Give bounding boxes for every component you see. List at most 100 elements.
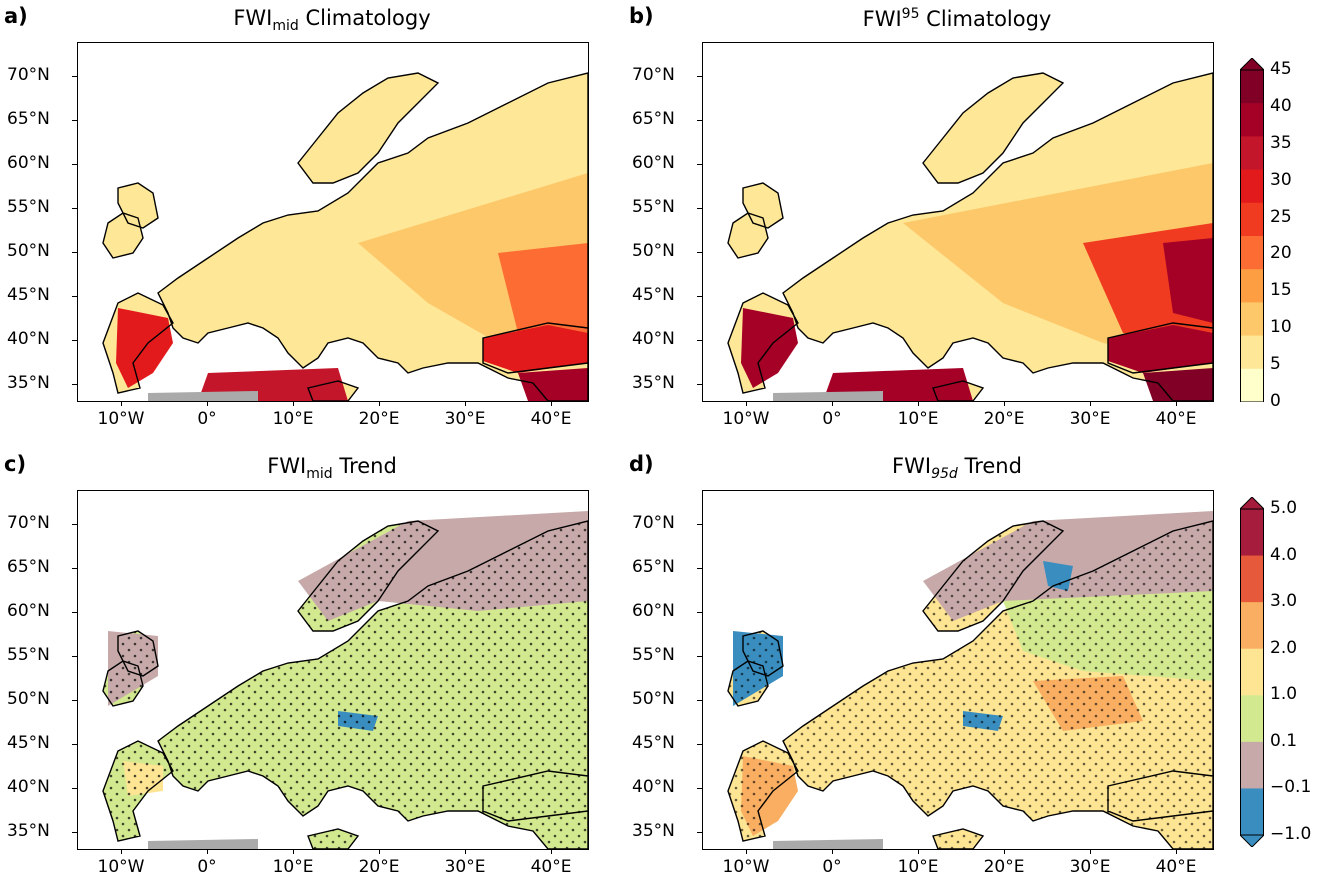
colorbar-tick-label: −1.0 [1270,824,1312,844]
map-panel-c [77,490,589,850]
map-svg-b [727,72,1213,401]
map-panel-d [702,490,1214,850]
lat-tick-label-b: 50°N [632,241,675,261]
lat-tick-label-d: 50°N [632,689,675,709]
lat-tick-label-d: 40°N [632,777,675,797]
region-east-high-a [498,243,588,343]
lon-tick-mark-a [293,401,294,406]
panel-b-title-rest: Climatology [919,7,1052,31]
lon-tick-mark-c [121,849,122,854]
lat-tick-mark-d [697,700,702,701]
lat-tick-mark-c [72,832,77,833]
lat-tick-label-a: 35°N [7,373,50,393]
lat-tick-mark-a [72,340,77,341]
lat-tick-label-a: 50°N [7,241,50,261]
panel-d-title-sub: 95d [931,466,958,483]
lat-tick-mark-c [72,700,77,701]
lat-tick-label-c: 70°N [7,513,50,533]
lat-tick-mark-a [72,208,77,209]
lon-tick-mark-b [746,401,747,406]
region-anatolia-a [483,325,588,373]
map-svg-c [102,511,588,849]
lon-tick-mark-c [207,849,208,854]
colorbar-swatch [1240,648,1264,696]
lat-tick-label-a: 45°N [7,285,50,305]
panel-b-letter: b) [629,4,654,28]
lon-tick-mark-b [1090,401,1091,406]
panel-c-title-main: FWI [267,454,307,478]
lat-tick-label-c: 35°N [7,821,50,841]
lon-tick-label-c: 10°E [272,857,314,877]
colorbar-frame [1240,69,1264,402]
colorbar-tick-label: 30 [1270,169,1292,190]
panel-c-title-rest: Trend [332,454,397,478]
lon-tick-mark-d [832,849,833,854]
lat-tick-label-d: 70°N [632,513,675,533]
lon-tick-mark-a [207,401,208,406]
lat-tick-mark-b [697,76,702,77]
lat-tick-label-c: 55°N [7,645,50,665]
colorbar-swatch [1240,602,1264,650]
colorbar-tick-label: 3.0 [1270,591,1298,612]
lon-tick-mark-c [465,849,466,854]
map-panel-a [77,42,589,402]
lon-tick-label-c: 10°W [97,857,145,877]
panel-a-letter: a) [4,4,28,28]
stipple-c [103,521,588,849]
colorbar-tick-label: 10 [1270,317,1292,338]
lon-tick-label-c: 40°E [530,857,572,877]
lon-tick-label-c: 0° [197,857,217,877]
lat-tick-mark-c [72,612,77,613]
colorbar-swatch [1240,169,1264,204]
lat-tick-mark-a [72,120,77,121]
colorbar-tick-label: 5.0 [1270,498,1298,518]
lon-tick-mark-a [465,401,466,406]
lat-tick-label-b: 40°N [632,329,675,349]
lat-tick-label-a: 40°N [7,329,50,349]
lon-tick-label-c: 20°E [358,857,400,877]
lat-tick-mark-b [697,252,702,253]
lon-tick-mark-d [1004,849,1005,854]
lat-tick-mark-a [72,76,77,77]
lat-tick-label-b: 55°N [632,197,675,217]
colorbar-swatch [1240,236,1264,270]
colorbar-swatch [1240,509,1264,557]
lat-tick-label-d: 60°N [632,601,675,621]
lon-tick-label-d: 10°W [722,857,770,877]
lon-tick-mark-a [121,401,122,406]
lon-tick-mark-c [551,849,552,854]
panel-c-title: FWImid Trend [77,454,587,482]
lon-tick-label-d: 30°E [1069,857,1111,877]
colorbar-swatch [1240,103,1264,137]
lon-tick-mark-d [1090,849,1091,854]
lat-tick-label-d: 35°N [632,821,675,841]
lat-tick-label-c: 40°N [7,777,50,797]
stipple-d [728,521,1213,849]
colorbar-tick-label: 20 [1270,243,1292,264]
lat-tick-label-b: 35°N [632,373,675,393]
colorbar-tick-label: 4.0 [1270,544,1298,565]
lon-tick-mark-b [1004,401,1005,406]
colorbar-frame [1240,508,1264,836]
colorbar-climatology: 45 40 35 30 25 20 15 10 5 0 [1240,58,1292,411]
lon-tick-mark-c [379,849,380,854]
panel-b-title-main: FWI [862,7,902,31]
panel-c-letter: c) [4,452,27,476]
colorbar-swatch [1240,302,1264,337]
colorbar-swatch [1240,741,1264,789]
lon-tick-mark-d [918,849,919,854]
panel-d-letter: d) [629,452,654,476]
lon-tick-mark-d [746,849,747,854]
map-svg-d [727,511,1213,849]
lat-tick-label-b: 45°N [632,285,675,305]
colorbar-tick-label: 0.1 [1270,730,1298,751]
lat-tick-mark-a [72,296,77,297]
lon-tick-mark-d [1176,849,1177,854]
lon-tick-label-c: 30°E [444,857,486,877]
lat-tick-label-a: 60°N [7,153,50,173]
lon-tick-label-a: 20°E [358,409,400,429]
lat-tick-mark-b [697,340,702,341]
colorbar-tick-label: 15 [1270,280,1292,301]
colorbar-tick-label: 1.0 [1270,684,1298,705]
colorbar-swatch [1240,269,1264,303]
